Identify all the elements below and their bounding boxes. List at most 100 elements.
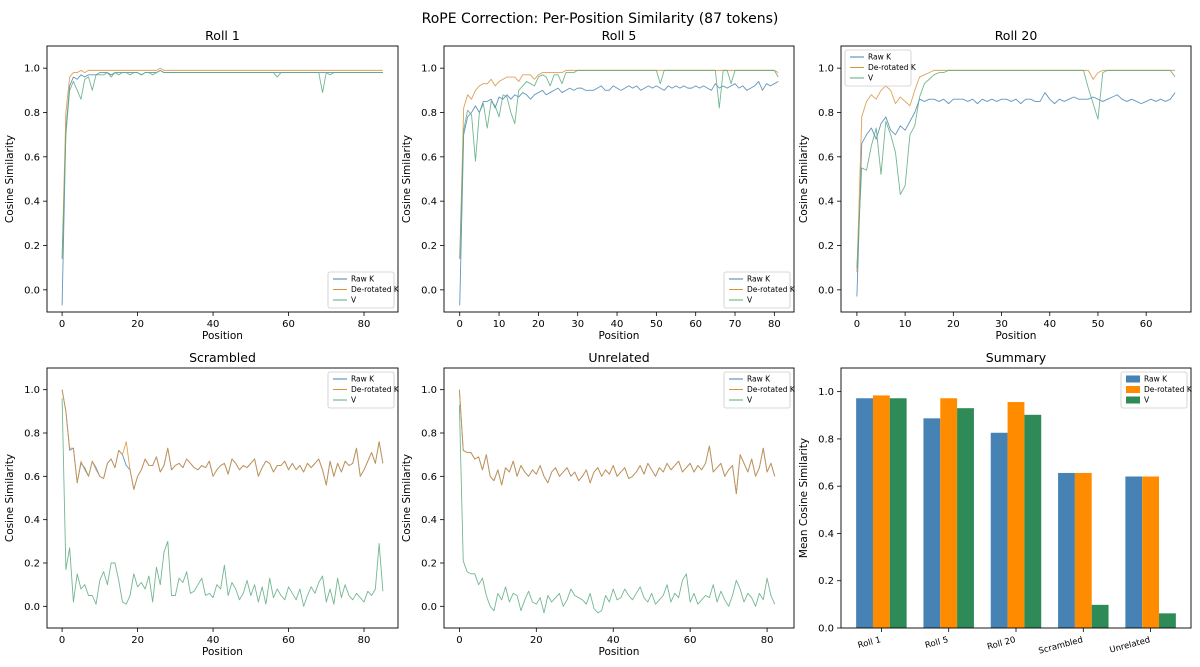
bar-raw-k (923, 418, 941, 628)
x-tick-label: 40 (607, 635, 620, 646)
y-tick-label: 0.4 (421, 197, 437, 208)
y-tick-label: 0.6 (24, 472, 40, 483)
y-tick-label: 0.2 (818, 576, 834, 587)
x-axis-label: Position (202, 646, 243, 658)
x-axis-label: Position (599, 646, 640, 658)
legend-box (844, 49, 912, 87)
y-tick-label: 1.0 (421, 64, 437, 75)
legend-label: De-rotated K (1144, 385, 1193, 394)
panel-title: Roll 5 (602, 28, 637, 43)
y-axis-label: Cosine Similarity (4, 454, 16, 542)
legend-box (327, 371, 395, 409)
x-tick-label: 0 (59, 319, 65, 330)
y-tick-label: 0.8 (421, 108, 437, 119)
bar-de-rotated-k (940, 398, 958, 628)
x-tick-label: 80 (358, 635, 371, 646)
bar-raw-k (856, 398, 873, 628)
panel-2: Roll 5 0.0 0.2 0.4 0.6 0.8 1.0 Cosine Similarit… (401, 28, 796, 342)
series-lines (458, 389, 776, 614)
y-tick-label: 0.8 (24, 429, 40, 440)
y-axis-label: Cosine Similarity (401, 454, 413, 542)
plot-frame (443, 367, 795, 629)
y-tick-label: 0.2 (818, 241, 834, 252)
x-tick-label: 20 (532, 319, 545, 330)
x-tick-label: 80 (761, 635, 774, 646)
series-line-v (459, 69, 779, 259)
y-tick-label: 0.8 (818, 108, 834, 119)
bar-v (1159, 613, 1176, 628)
bar-de-rotated-k (1074, 472, 1092, 628)
legend-swatch (1126, 375, 1140, 383)
legend-label: De-rotated K (351, 285, 400, 294)
x-tick-label: 40 (207, 635, 220, 646)
bar-raw-k (1058, 472, 1075, 628)
x-tick-label: 70 (729, 319, 742, 330)
bar-de-rotated-k (1142, 476, 1160, 628)
y-tick-label: 0.2 (421, 559, 437, 570)
y-tick-label: 1.0 (421, 385, 437, 396)
legend: Raw KDe-rotated K V (327, 271, 400, 309)
y-axis-label: Cosine Similarity (4, 135, 16, 223)
series-line-de-rotated-k (61, 67, 383, 259)
x-axis-label: Position (202, 330, 243, 342)
y-tick-label: 0.8 (421, 429, 437, 440)
x-tick-label: 30 (995, 319, 1008, 330)
y-axis-label: Cosine Similarity (401, 135, 413, 223)
y-tick-label: 0.6 (818, 152, 834, 163)
y-tick-label: 0.2 (24, 559, 40, 570)
plot-frame (46, 45, 399, 313)
legend-label: Raw K (868, 53, 892, 62)
series-lines (856, 69, 1176, 297)
series-line-raw-k (459, 81, 779, 306)
legend: Raw KDe-rotated K V (1120, 371, 1193, 409)
bar-raw-k (990, 432, 1008, 628)
y-tick-label: 0.6 (421, 472, 437, 483)
legend-swatch (1126, 386, 1140, 393)
x-tick-label: 0 (457, 319, 463, 330)
y-tick-label: 1.0 (24, 64, 40, 75)
series-line-raw-k (856, 92, 1176, 297)
x-tick-label: 10 (899, 319, 912, 330)
x-tick-label: 0 (59, 635, 65, 646)
x-tick-label: 0 (854, 319, 860, 330)
x-tick-label: 40 (1043, 319, 1056, 330)
x-tick-label: 20 (131, 319, 144, 330)
panels: Roll 1 0.0 0.2 0.4 0.6 0.8 1.0 Cosine Similarit… (4, 28, 1193, 658)
legend-swatch (1126, 396, 1140, 404)
panel-title: Scrambled (189, 350, 256, 365)
x-tick-label: 60 (684, 635, 697, 646)
y-tick-label: 0.0 (818, 624, 834, 635)
series-line-v (458, 404, 776, 614)
legend-label: V (747, 296, 753, 305)
y-tick-label: 0.6 (24, 152, 40, 163)
y-tick-label: 0.2 (421, 241, 437, 252)
legend: Raw KDe-rotated K V (327, 371, 400, 409)
panel-5: Unrelated 0.0 0.2 0.4 0.6 0.8 1.0 Cosine Simila… (401, 350, 796, 658)
bar-v (1091, 604, 1109, 628)
legend-label: V (747, 396, 753, 405)
legend-box (723, 371, 791, 409)
x-tick-label: 50 (1092, 319, 1105, 330)
y-tick-label: 0.4 (421, 515, 437, 526)
x-axis-label: Position (599, 330, 640, 342)
x-tick-label: 20 (947, 319, 960, 330)
series-line-v (61, 69, 383, 259)
y-tick-label: 0.8 (818, 434, 834, 445)
panel-title: Roll 1 (205, 28, 240, 43)
y-tick-label: 0.0 (24, 602, 40, 613)
x-tick-label: 80 (358, 319, 371, 330)
panel-6: Summary 0.0 0.2 0.4 0.6 0.8 1.0 Mean Cosine Sim… (798, 350, 1193, 657)
y-axis-label: Cosine Similarity (798, 135, 810, 223)
x-tick-label: 20 (131, 635, 144, 646)
panel-title: Unrelated (588, 350, 649, 365)
x-tick-label: 30 (571, 319, 584, 330)
series-line-v (61, 398, 384, 607)
y-tick-label: 0.4 (24, 515, 40, 526)
plot-frame (840, 367, 1192, 629)
y-tick-label: 0.0 (818, 285, 834, 296)
legend-label: V (868, 74, 874, 83)
bar-v (889, 398, 907, 628)
x-tick-label: 60 (282, 635, 295, 646)
y-tick-label: 1.0 (818, 387, 834, 398)
